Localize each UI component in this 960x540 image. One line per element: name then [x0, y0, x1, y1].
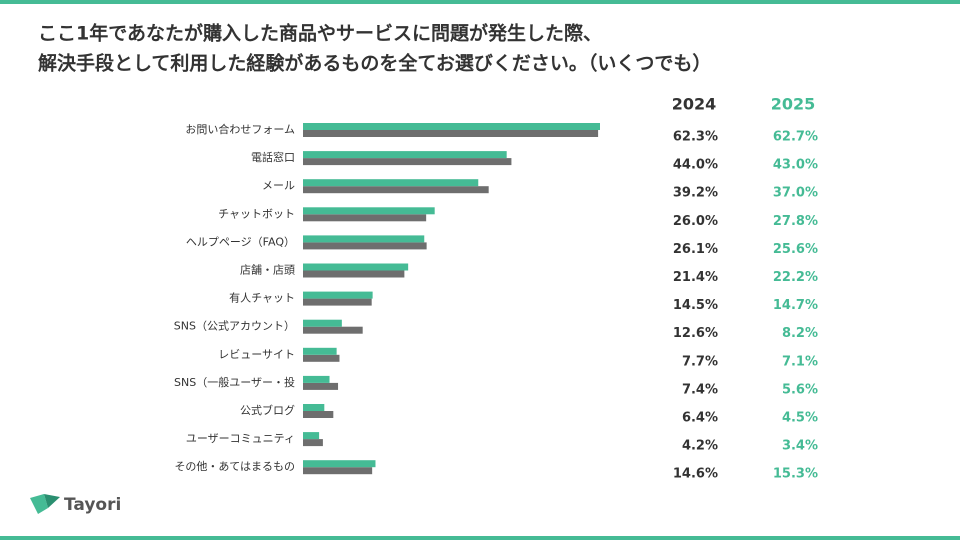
bar: [303, 270, 405, 278]
bar: [303, 467, 373, 475]
value-label: 3.4%: [782, 439, 818, 454]
value-label: 8.2%: [782, 326, 818, 341]
bar: [303, 235, 425, 243]
bar: [303, 326, 363, 334]
value-label: 7.4%: [682, 382, 718, 397]
bottom-border: [0, 536, 960, 540]
logo: Tayori: [30, 494, 121, 515]
category-label: 店舗・店頭: [240, 263, 295, 277]
category-label: メール: [262, 179, 295, 192]
bar: [303, 207, 435, 215]
bar: [303, 263, 409, 271]
column-header: 2024: [672, 95, 717, 114]
value-label: 22.2%: [773, 270, 818, 285]
value-label: 43.0%: [773, 158, 818, 173]
value-label: 25.6%: [773, 242, 818, 257]
bar: [303, 460, 376, 468]
category-label: チャットボット: [218, 207, 295, 220]
value-label: 62.7%: [773, 130, 818, 145]
title-line: 解決手段として利用した経験があるものを全てお選びください。（いくつでも）: [38, 52, 711, 75]
value-label: 21.4%: [673, 270, 718, 285]
bar: [303, 158, 512, 166]
value-label: 12.6%: [673, 326, 718, 341]
logo-text: Tayori: [64, 495, 121, 515]
category-label: ヘルプページ（FAQ）: [186, 235, 295, 248]
category-label: ユーザーコミュニティ: [186, 432, 295, 445]
bar: [303, 382, 339, 390]
bar: [303, 432, 320, 440]
bar: [303, 354, 340, 362]
bar: [303, 179, 479, 187]
bar: [303, 319, 342, 327]
category-label: SNS（一般ユーザー・投: [174, 375, 295, 389]
column-header: 2025: [771, 95, 816, 114]
category-label: その他・あてはまるもの: [174, 460, 295, 473]
bar: [303, 130, 599, 137]
bar: [303, 186, 489, 194]
value-label: 6.4%: [682, 411, 718, 426]
bar: [303, 214, 427, 222]
value-label: 4.2%: [682, 439, 718, 454]
value-label: 62.3%: [673, 130, 718, 145]
logo-icon: [44, 494, 60, 508]
value-label: 44.0%: [673, 158, 718, 173]
category-label: 電話窓口: [251, 150, 295, 164]
top-border: [0, 0, 960, 4]
logo-icon: [30, 494, 48, 514]
value-label: 27.8%: [773, 214, 818, 229]
value-label: 14.7%: [773, 298, 818, 313]
category-label: SNS（公式アカウント）: [174, 320, 295, 333]
title-line: ここ1年であなたが購入した商品やサービスに問題が発生した際、: [38, 22, 602, 45]
bar: [303, 375, 330, 383]
bar: [303, 242, 427, 250]
category-label: レビューサイト: [218, 348, 295, 361]
bar: [303, 411, 334, 418]
category-label: 公式ブログ: [240, 403, 295, 417]
value-label: 26.1%: [673, 242, 718, 257]
bar: [303, 439, 323, 447]
bar: [303, 404, 325, 411]
category-label: お問い合わせフォーム: [185, 122, 295, 136]
bar: [303, 347, 337, 355]
value-label: 4.5%: [782, 411, 818, 426]
value-label: 39.2%: [673, 186, 718, 201]
value-label: 14.6%: [673, 467, 718, 482]
bar: [303, 298, 372, 306]
bar: [303, 123, 600, 130]
value-label: 7.7%: [682, 354, 718, 369]
bar: [303, 151, 507, 159]
value-label: 37.0%: [773, 186, 818, 201]
category-label: 有人チャット: [229, 291, 295, 305]
bar: [303, 291, 373, 299]
value-label: 15.3%: [773, 467, 818, 482]
value-label: 7.1%: [782, 354, 818, 369]
value-label: 5.6%: [782, 382, 818, 397]
value-label: 14.5%: [673, 298, 718, 313]
value-label: 26.0%: [673, 214, 718, 229]
